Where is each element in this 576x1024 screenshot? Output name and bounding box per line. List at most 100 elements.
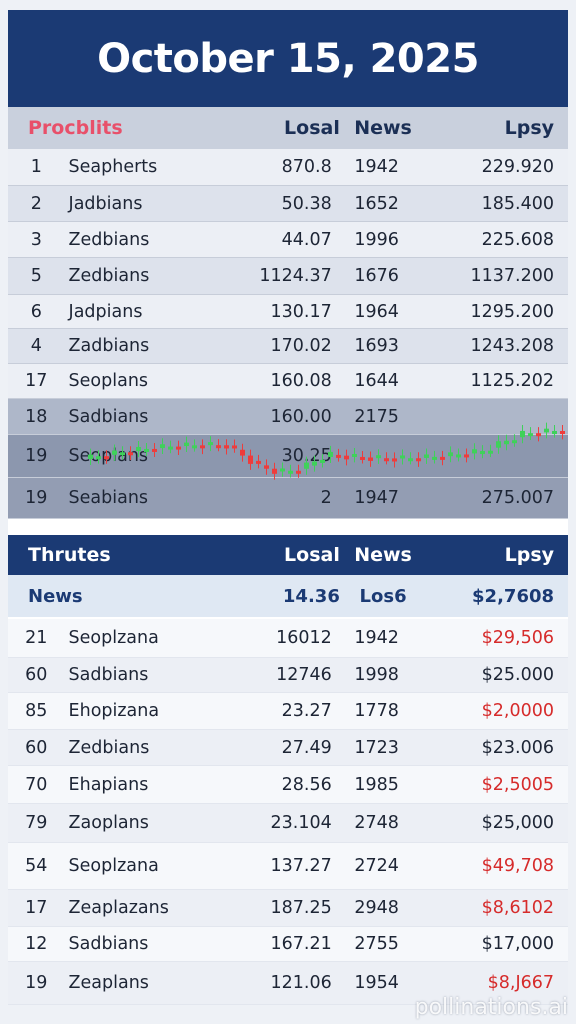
section2-summary-row: News 14.36 Los6 $2,7608 [8, 575, 568, 619]
row-news: 2748 [354, 813, 399, 833]
row-news: 1693 [354, 336, 399, 356]
row-number: 5 [30, 266, 42, 286]
row-lpsy: 1295.200 [470, 301, 555, 322]
summary-news: Los6 [359, 585, 407, 607]
table-row[interactable]: 2 Jadbians 50.38 1652 185.400 [8, 186, 568, 222]
section2-header: Thrutes Losal News Lpsy [8, 535, 568, 575]
row-news: 2175 [354, 406, 399, 427]
row-name: Seapherts [68, 157, 158, 177]
row-news: 1676 [354, 266, 399, 286]
row-name: Ehapians [68, 774, 149, 795]
row-number: 70 [25, 774, 48, 795]
row-name: Zeaplazans [68, 898, 169, 918]
page-title: October 15, 2025 [97, 35, 479, 82]
row-lpsy: $2,5005 [481, 774, 555, 795]
table-row[interactable]: 12 Sadbians 167.21 2755 $17,000 [8, 927, 568, 962]
row-news: 2755 [354, 934, 399, 954]
row-losal: 1124.37 [259, 266, 332, 286]
row-news: 1964 [354, 301, 399, 322]
row-name: Sadbians [68, 406, 149, 427]
title-banner: October 15, 2025 [8, 10, 568, 107]
table-row[interactable]: 19 Zeaplans 121.06 1954 $8,J667 [8, 962, 568, 1005]
table-row[interactable]: 70 Ehapians 28.56 1985 $2,5005 [8, 766, 568, 804]
row-losal: 170.02 [270, 336, 332, 356]
summary-lpsy: $2,7608 [472, 585, 555, 607]
row-lpsy: $23.006 [481, 737, 555, 758]
row-news: 2948 [354, 898, 399, 918]
table-row[interactable]: 85 Ehopizana 23.27 1778 $2,0000 [8, 693, 568, 730]
row-news: 1942 [354, 157, 399, 177]
table-row[interactable]: 17 Zeaplazans 187.25 2948 $8,6102 [8, 890, 568, 927]
row-number: 6 [30, 301, 42, 322]
row-name: Zedbians [68, 737, 150, 758]
row-losal: 23.27 [281, 701, 332, 721]
row-lpsy: 275.007 [481, 488, 555, 508]
row-losal: 2 [320, 488, 332, 508]
row-name: Seoplans [68, 446, 149, 466]
row-lpsy: $2,0000 [481, 701, 555, 721]
summary-label: News [28, 585, 83, 607]
row-lpsy: 229.920 [481, 157, 555, 177]
column-header-losal: Losal [284, 117, 340, 139]
table-row[interactable]: 6 Jadpians 130.17 1964 1295.200 [8, 295, 568, 329]
row-news: 1652 [354, 193, 399, 214]
row-losal: 44.07 [281, 229, 332, 250]
table-row[interactable]: 79 Zaoplans 23.104 2748 $25,000 [8, 804, 568, 843]
table-row[interactable]: 54 Seoplzana 137.27 2724 $49,708 [8, 843, 568, 890]
row-losal: 30.25 [281, 446, 332, 466]
row-losal: 16012 [276, 628, 332, 648]
row-lpsy: 1243.208 [470, 336, 555, 356]
table-row[interactable]: 21 Seoplzana 16012 1942 $29,506 [8, 619, 568, 658]
table-row[interactable]: 5 Zedbians 1124.37 1676 1137.200 [8, 258, 568, 295]
row-lpsy: 1125.202 [470, 371, 555, 391]
row-lpsy: 185.400 [481, 193, 555, 214]
row-losal: 187.25 [270, 898, 332, 918]
row-name: Zeaplans [68, 973, 149, 993]
row-losal: 23.104 [270, 813, 332, 833]
row-name: Zedbians [68, 229, 150, 250]
row-number: 79 [25, 813, 48, 833]
row-losal: 130.17 [270, 301, 332, 322]
summary-losal: 14.36 [282, 585, 340, 607]
row-name: Seoplans [68, 371, 149, 391]
page: October 15, 2025 Procblits Losal News Lp… [8, 10, 568, 1005]
row-news: 1996 [354, 229, 399, 250]
table-row[interactable]: 17 Seoplans 160.08 1644 1125.202 [8, 364, 568, 399]
row-losal: 12746 [276, 665, 332, 685]
table-row[interactable]: 1 Seapherts 870.8 1942 229.920 [8, 149, 568, 186]
row-number: 2 [30, 193, 42, 214]
table-row[interactable]: 60 Zedbians 27.49 1723 $23.006 [8, 730, 568, 766]
column-header-lpsy: Lpsy [504, 117, 555, 139]
table-row[interactable]: 19 Seabians 2 1947 275.007 [8, 478, 568, 519]
row-news: 1985 [354, 774, 399, 795]
row-number: 19 [25, 488, 48, 508]
row-number: 54 [25, 856, 48, 876]
row-losal: 28.56 [281, 774, 332, 795]
row-news: 1954 [354, 973, 399, 993]
table-row[interactable]: 3 Zedbians 44.07 1996 225.608 [8, 222, 568, 258]
section1-header-label: Procblits [28, 117, 123, 139]
row-number: 85 [25, 701, 48, 721]
row-news: 1947 [354, 488, 399, 508]
row-name: Seoplzana [68, 856, 159, 876]
row-news: 1942 [354, 628, 399, 648]
table-row[interactable]: 60 Sadbians 12746 1998 $25.000 [8, 658, 568, 693]
table-row[interactable]: 4 Zadbians 170.02 1693 1243.208 [8, 329, 568, 364]
row-number: 4 [30, 336, 42, 356]
row-number: 3 [30, 229, 42, 250]
row-news: 1723 [354, 737, 399, 758]
table-row[interactable]: 18 Sadbians 160.00 2175 [8, 399, 568, 435]
row-number: 19 [25, 446, 48, 466]
row-losal: 870.8 [281, 157, 332, 177]
row-number: 60 [25, 737, 48, 758]
column-header-news: News [354, 544, 412, 566]
row-name: Zadbians [68, 336, 150, 356]
row-lpsy: $17,000 [481, 934, 555, 954]
row-losal: 50.38 [281, 193, 332, 214]
column-header-losal: Losal [284, 544, 340, 566]
table-row[interactable]: 19 Seoplans 30.25 [8, 435, 568, 478]
row-lpsy: $29,506 [481, 628, 555, 648]
row-news: 1644 [354, 371, 399, 391]
row-losal: 160.00 [270, 406, 332, 427]
row-lpsy: $25,000 [481, 813, 555, 833]
